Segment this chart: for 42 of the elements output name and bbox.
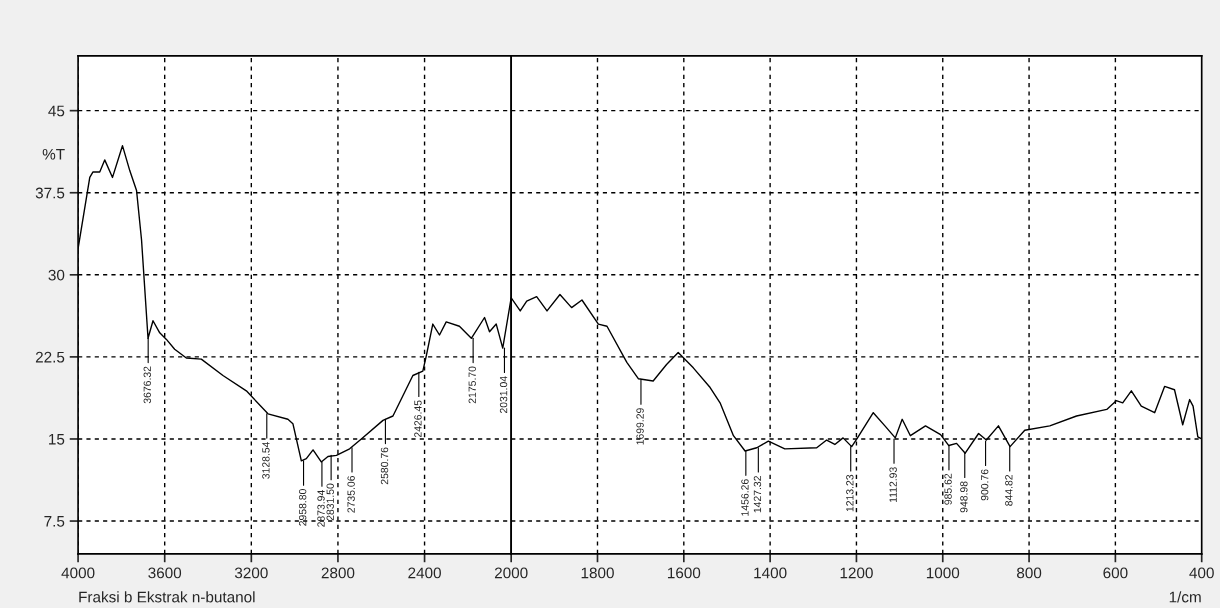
annotation: 1213.23: [846, 474, 854, 512]
annotation: 2958.80: [298, 489, 307, 526]
annotation: 1112.93: [889, 467, 897, 503]
y-tick-label: 45: [48, 105, 65, 117]
y-axis-title: %T: [42, 148, 65, 160]
annotation: 2426.45: [414, 400, 422, 438]
x-tick-label: 400: [1189, 567, 1214, 579]
annotation: 2735.06: [347, 475, 355, 513]
annotation: 1456.26: [741, 479, 749, 516]
y-tick-label: 30: [48, 269, 65, 281]
x-tick-label: 2400: [408, 567, 441, 579]
x-tick-label: 2000: [494, 567, 528, 579]
annotation: 1699.29: [636, 408, 644, 445]
x-tick-label: 3200: [234, 567, 268, 579]
x-tick-label: 1800: [581, 567, 614, 579]
x-tick-label: 1000: [926, 567, 960, 579]
annotation: 2831.50: [326, 483, 334, 521]
y-tick-label: 37.5: [35, 187, 65, 199]
annotation: 3128.54: [262, 441, 270, 479]
x-tick-label: 4000: [61, 567, 95, 579]
x-tick-label: 1200: [840, 567, 873, 579]
annotation: 985.62: [944, 473, 952, 505]
annotation: 900.76: [981, 469, 989, 501]
y-tick-label: 22.5: [35, 351, 65, 363]
x-tick-label: 800: [1016, 567, 1042, 579]
annotation: 2031.04: [499, 376, 508, 414]
x-tick-label: 3600: [148, 567, 182, 579]
annotation: 2175.70: [468, 366, 476, 404]
y-tick-label: 7.5: [44, 516, 65, 527]
y-tick-label: 15: [49, 434, 65, 445]
x-tick-label: 600: [1103, 567, 1128, 579]
annotation: 948.98: [960, 481, 968, 513]
annotation: 844.82: [1005, 474, 1013, 506]
x-tick-label: 1400: [754, 567, 787, 579]
x-tick-label: 2800: [321, 567, 355, 579]
x-axis-title: 1/cm: [1169, 591, 1201, 603]
annotation: 3676.32: [143, 366, 151, 404]
x-tick-label: 1600: [667, 567, 701, 579]
annotation: 1427.32: [753, 476, 762, 513]
annotation: 2873.94: [317, 490, 325, 527]
annotation: 2580.76: [380, 447, 389, 485]
text: Fraksi b Ekstrak n-butanol: [79, 591, 255, 603]
